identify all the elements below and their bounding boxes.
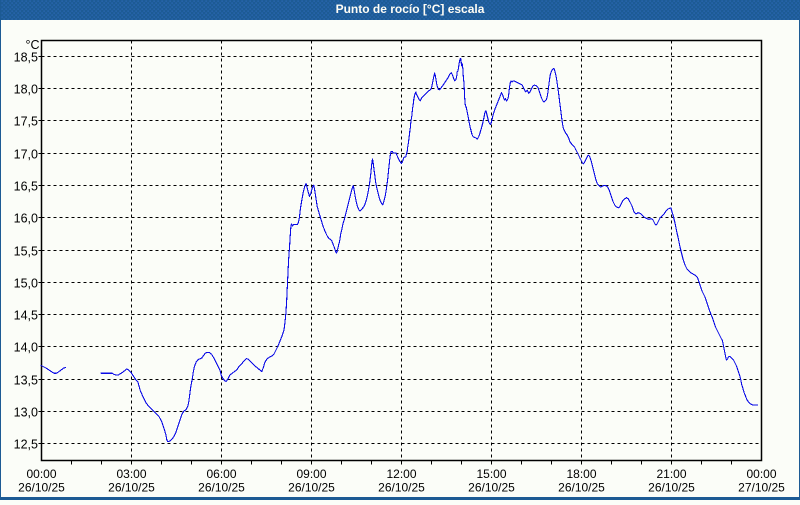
svg-text:26/10/25: 26/10/25	[108, 481, 155, 495]
svg-text:15,0: 15,0	[14, 277, 38, 291]
svg-text:17,5: 17,5	[14, 115, 38, 129]
svg-text:15,5: 15,5	[14, 245, 38, 259]
svg-text:16,5: 16,5	[14, 180, 38, 194]
svg-text:26/10/25: 26/10/25	[468, 481, 515, 495]
svg-text:21:00: 21:00	[656, 467, 686, 481]
svg-text:27/10/25: 27/10/25	[738, 481, 785, 495]
svg-text:14,5: 14,5	[14, 309, 38, 323]
svg-text:17,0: 17,0	[14, 148, 38, 162]
svg-text:12:00: 12:00	[386, 467, 416, 481]
svg-text:13,5: 13,5	[14, 374, 38, 388]
svg-text:26/10/25: 26/10/25	[648, 481, 695, 495]
svg-text:00:00: 00:00	[26, 467, 56, 481]
svg-text:06:00: 06:00	[206, 467, 236, 481]
svg-text:13,0: 13,0	[14, 406, 38, 420]
svg-text:18,0: 18,0	[14, 83, 38, 97]
svg-text:16,0: 16,0	[14, 212, 38, 226]
svg-text:15:00: 15:00	[476, 467, 506, 481]
svg-text:26/10/25: 26/10/25	[378, 481, 425, 495]
svg-text:26/10/25: 26/10/25	[198, 481, 245, 495]
svg-text:18,5: 18,5	[14, 51, 38, 65]
svg-text:26/10/25: 26/10/25	[18, 481, 65, 495]
svg-text:°C: °C	[25, 38, 39, 52]
svg-text:26/10/25: 26/10/25	[558, 481, 605, 495]
svg-text:26/10/25: 26/10/25	[288, 481, 335, 495]
svg-text:00:00: 00:00	[746, 467, 776, 481]
svg-text:12,5: 12,5	[14, 438, 38, 452]
svg-text:09:00: 09:00	[296, 467, 326, 481]
svg-text:03:00: 03:00	[116, 467, 146, 481]
svg-text:18:00: 18:00	[566, 467, 596, 481]
svg-text:14,0: 14,0	[14, 341, 38, 355]
